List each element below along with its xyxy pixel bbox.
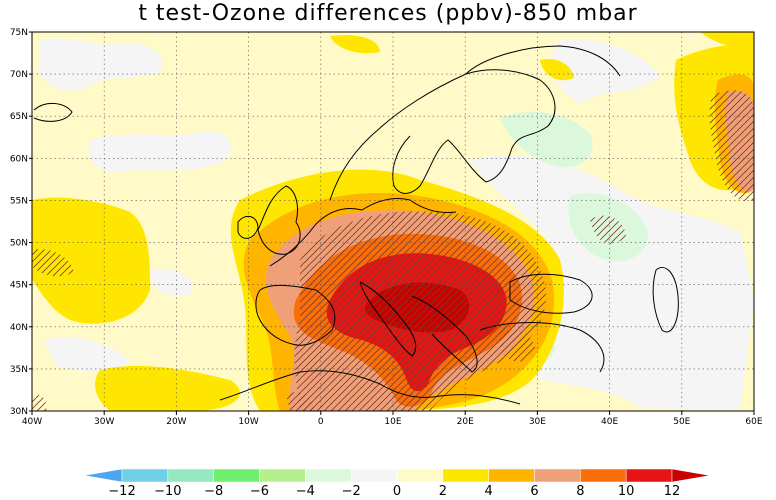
lon-tick-label: 10W [238,417,258,427]
colorbar-segment [625,468,673,483]
colorbar-label: −8 [204,484,223,499]
lat-tick-label: 75N [10,28,28,38]
lat-tick-label: 30N [10,407,28,417]
longitude-ticks: 40W 30W 20W 10W 0 10E 20E 30E 40E 50E 60E [22,411,763,427]
colorbar-label: −2 [342,484,361,499]
colorbar: −12 −10 −8 −6 −4 −2 0 2 4 6 8 10 12 [83,468,711,499]
lat-tick-label: 35N [10,365,28,375]
lat-tick-label: 55N [10,196,28,206]
lat-tick-label: 70N [10,70,28,80]
colorbar-label: 2 [439,484,447,499]
colorbar-label: 10 [618,484,635,499]
colorbar-segment [259,468,306,483]
lat-tick-label: 45N [10,281,28,291]
lon-tick-label: 0 [318,417,324,427]
lon-tick-label: 40W [22,417,42,427]
lon-tick-label: 40E [601,417,618,427]
colorbar-label: −12 [108,484,135,499]
lat-tick-label: 65N [10,112,28,122]
colorbar-label: 6 [530,484,538,499]
lon-tick-label: 50E [673,417,690,427]
colorbar-segment [350,468,398,483]
colorbar-label: 4 [485,484,493,499]
colorbar-segment-min [83,468,123,483]
colorbar-label: −10 [154,484,181,499]
colorbar-label: 12 [664,484,681,499]
colorbar-segment-max [671,468,711,483]
lon-tick-label: 60E [745,417,762,427]
colorbar-segment [442,468,489,483]
colorbar-segment [580,468,627,483]
significance-hatching [32,90,754,411]
coastlines [33,45,679,405]
graticule [32,32,754,411]
colorbar-segment [121,468,169,483]
colorbar-segment [167,468,214,483]
lat-tick-label: 60N [10,154,28,164]
lat-tick-label: 40N [10,323,28,333]
colorbar-segment [305,468,352,483]
colorbar-segment [488,468,535,483]
lon-tick-label: 20E [457,417,474,427]
colorbar-label: −6 [250,484,269,499]
latitude-ticks: 75N 70N 65N 60N 55N 50N 45N 40N 35N 30N [10,28,32,417]
colorbar-label: 8 [576,484,584,499]
colorbar-segment [534,468,581,483]
lon-tick-label: 30W [94,417,114,427]
map-title: t test-Ozone differences (ppbv)-850 mbar [138,1,638,26]
colorbar-label: −4 [296,484,315,499]
lon-tick-label: 30E [529,417,546,427]
lon-tick-label: 20W [166,417,186,427]
colorbar-segment [396,468,444,483]
colorbar-segment [213,468,260,483]
lat-tick-label: 50N [10,239,28,249]
colorbar-label: 0 [393,484,401,499]
lon-tick-label: 10E [384,417,401,427]
